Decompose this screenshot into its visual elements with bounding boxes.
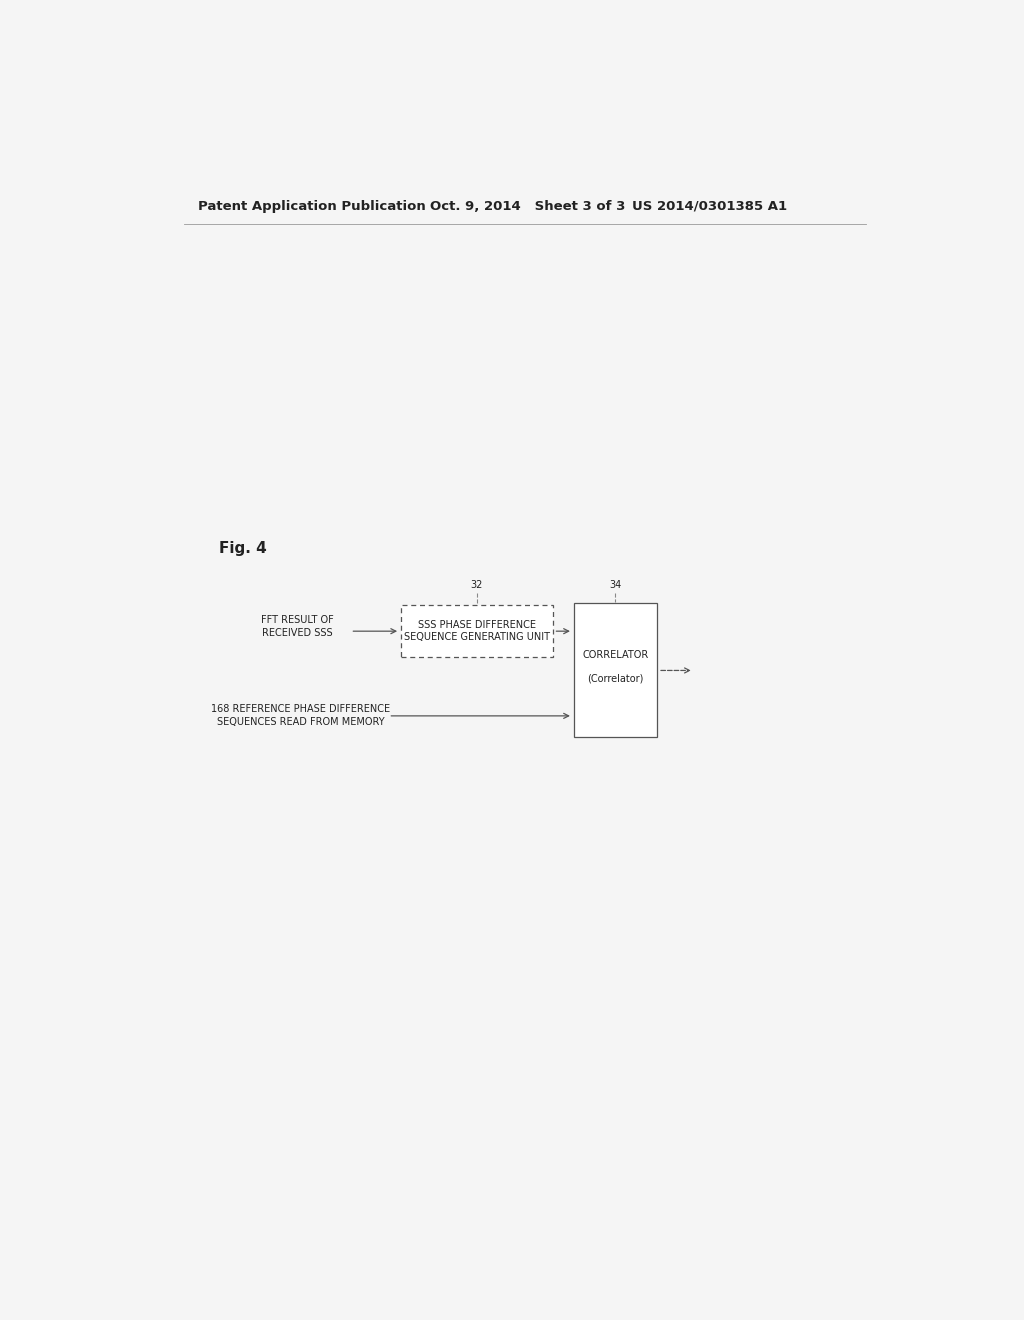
Text: 34: 34 <box>609 579 622 590</box>
Text: Fig. 4: Fig. 4 <box>219 541 267 556</box>
Text: Patent Application Publication: Patent Application Publication <box>198 199 426 213</box>
Text: SSS PHASE DIFFERENCE: SSS PHASE DIFFERENCE <box>418 620 536 630</box>
Bar <box>573 603 657 738</box>
Text: US 2014/0301385 A1: US 2014/0301385 A1 <box>632 199 786 213</box>
Bar <box>400 605 553 657</box>
Text: (Correlator): (Correlator) <box>588 673 644 684</box>
Text: SEQUENCE GENERATING UNIT: SEQUENCE GENERATING UNIT <box>403 632 550 643</box>
Text: SEQUENCES READ FROM MEMORY: SEQUENCES READ FROM MEMORY <box>217 717 385 727</box>
Text: RECEIVED SSS: RECEIVED SSS <box>262 628 332 639</box>
Text: CORRELATOR: CORRELATOR <box>583 649 648 660</box>
Text: FFT RESULT OF: FFT RESULT OF <box>260 615 334 624</box>
Text: 32: 32 <box>471 579 483 590</box>
Text: Oct. 9, 2014   Sheet 3 of 3: Oct. 9, 2014 Sheet 3 of 3 <box>430 199 626 213</box>
Text: 168 REFERENCE PHASE DIFFERENCE: 168 REFERENCE PHASE DIFFERENCE <box>211 704 390 714</box>
